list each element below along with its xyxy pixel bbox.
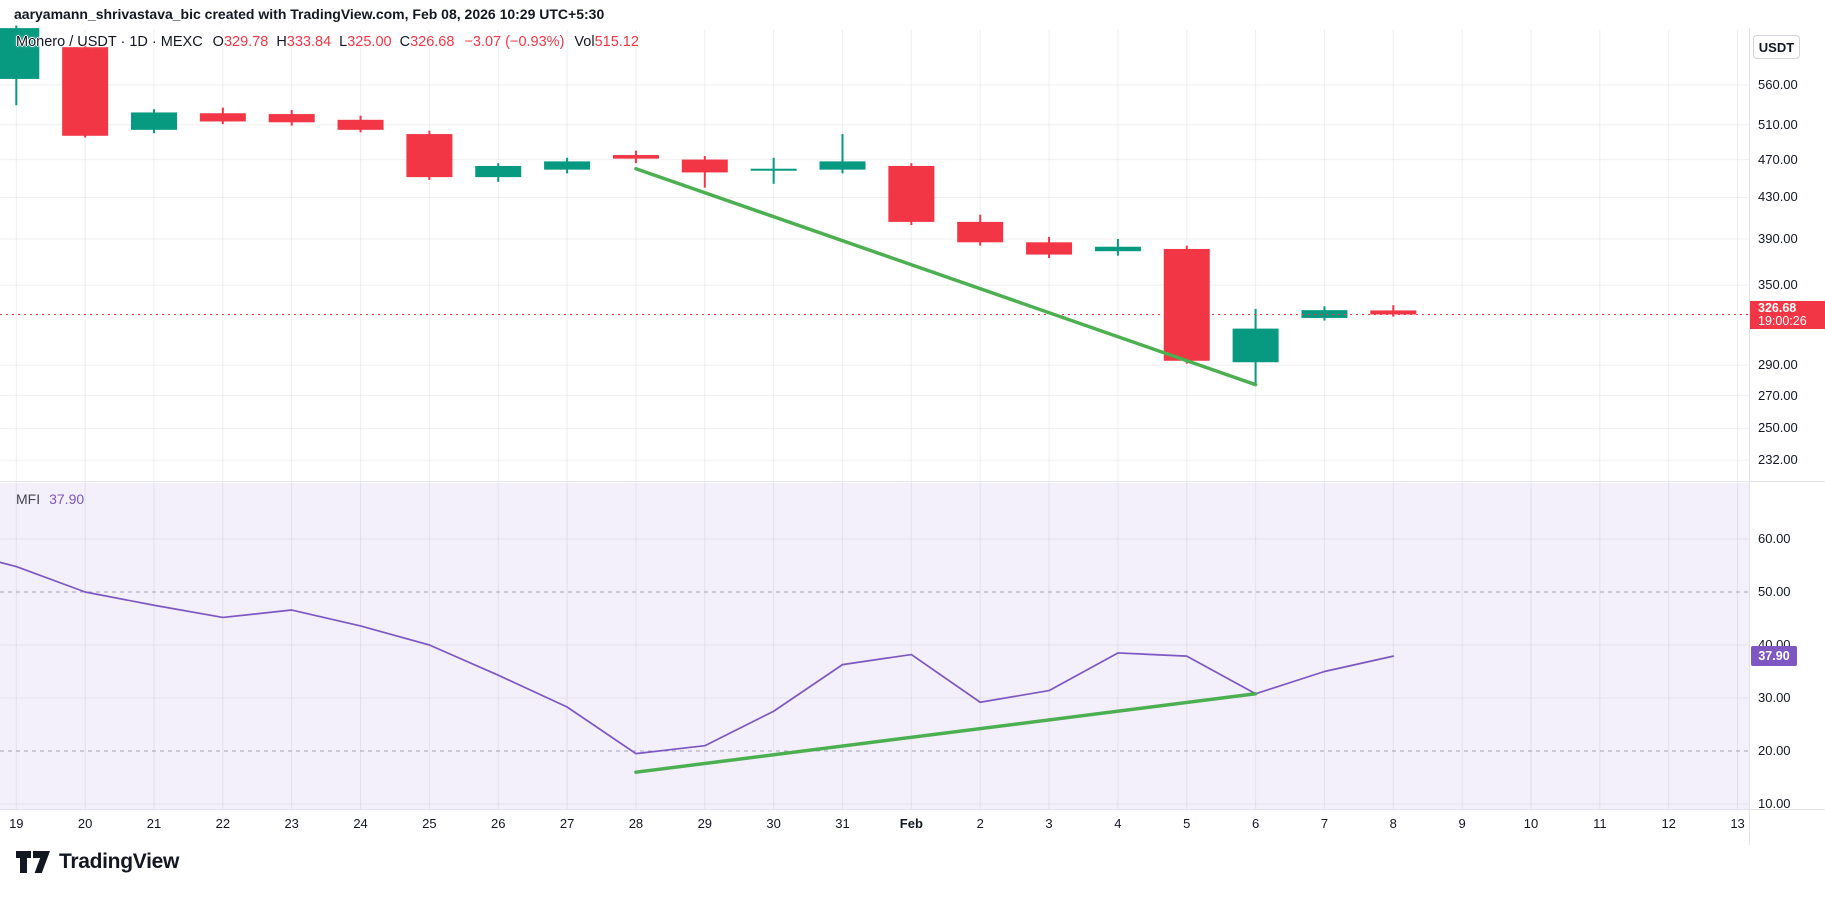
- mfi-pane-background: [0, 483, 1749, 809]
- time-axis-label: 4: [1114, 816, 1122, 831]
- time-axis-label: 27: [559, 816, 575, 831]
- time-axis-label: 8: [1389, 816, 1397, 831]
- time-axis-label: 12: [1661, 816, 1676, 831]
- price-axis-label: 290.00: [1758, 357, 1798, 373]
- mfi-axis-label: 50.00: [1758, 584, 1791, 599]
- candle-body: [475, 165, 522, 178]
- time-axis-label: 7: [1320, 816, 1329, 831]
- time-axis-label: 3: [1045, 816, 1053, 831]
- price-axis-label: 232.00: [1758, 452, 1798, 468]
- candle-body: [1370, 310, 1417, 315]
- time-axis-label: 25: [422, 816, 437, 831]
- candle-body: [199, 113, 246, 122]
- mfi-axis-label: 10.00: [1758, 796, 1791, 811]
- time-axis-label: 20: [77, 816, 93, 831]
- time-axis-label: 24: [353, 816, 368, 831]
- mfi-indicator-value: 37.90: [49, 491, 85, 507]
- last-price-value: 326.68: [1758, 300, 1797, 315]
- time-axis-label: 28: [628, 816, 644, 831]
- candle-body: [1163, 248, 1210, 361]
- change-value: −3.07 (−0.93%): [464, 34, 565, 50]
- candle-body: [544, 161, 591, 170]
- price-axis[interactable]: 560.00 510.00 470.00 430.00 390.00 350.00 290.…: [1750, 0, 1825, 845]
- open-value: 329.78: [223, 34, 269, 50]
- time-axis-label: 22: [215, 816, 231, 831]
- time-axis-label: 29: [697, 816, 713, 831]
- mfi-axis-label: 20.00: [1758, 743, 1791, 758]
- symbol-title[interactable]: Monero / USDT · 1D · MEXC: [16, 34, 203, 50]
- candle-body: [612, 155, 659, 159]
- price-axis-label: 430.00: [1758, 189, 1798, 205]
- candle-body: [1232, 328, 1279, 363]
- candle-body: [406, 134, 453, 178]
- mfi-indicator-label[interactable]: MFI: [16, 491, 41, 507]
- candle-body: [1026, 242, 1073, 255]
- price-axis-label: 270.00: [1758, 387, 1798, 403]
- time-axis-label: 11: [1593, 816, 1607, 831]
- candle-body: [750, 168, 797, 171]
- candle-body: [957, 221, 1004, 243]
- time-axis[interactable]: 19 20 21 22 23 24 25 26 27 28 29 30 31 Feb 2 3 4 5 6 7 8 9 10 1…: [0, 810, 1749, 844]
- chart-legend: Monero / USDT · 1D · MEXC O329.78 H333.84 L…: [16, 34, 647, 50]
- currency-toggle-button[interactable]: USDT: [1753, 35, 1800, 59]
- tradingview-logo-icon: [16, 851, 50, 873]
- candle-body: [0, 28, 40, 79]
- time-axis-label: 19: [9, 816, 24, 831]
- candle-body: [819, 161, 866, 170]
- candle-body: [62, 47, 109, 136]
- time-axis-label: Feb: [899, 816, 923, 831]
- high-label: H: [276, 34, 287, 50]
- time-axis-label: 6: [1251, 816, 1260, 831]
- candle-body: [1094, 246, 1141, 252]
- close-label: C: [399, 34, 411, 50]
- mfi-axis-label: 30.00: [1758, 690, 1791, 705]
- volume-value: 515.12: [594, 34, 639, 50]
- candle-body: [888, 165, 935, 222]
- time-axis-label: 2: [976, 816, 984, 831]
- last-price-badge: 326.68 19:00:26: [1750, 300, 1825, 330]
- high-value: 333.84: [286, 34, 332, 50]
- tradingview-logo-text: TradingView: [59, 850, 180, 873]
- close-value: 326.68: [410, 34, 455, 50]
- time-axis-label: 9: [1458, 816, 1466, 831]
- candle-body: [1301, 310, 1348, 318]
- mfi-value-badge: 37.90: [1751, 646, 1797, 667]
- price-axis-label: 510.00: [1758, 116, 1798, 132]
- time-axis-label: 5: [1183, 816, 1191, 831]
- mfi-axis-label: 60.00: [1758, 531, 1791, 546]
- mfi-trendline[interactable]: [634, 692, 1258, 774]
- time-axis-label: 23: [284, 816, 299, 831]
- candle-body: [131, 112, 177, 130]
- time-axis-label: 30: [766, 816, 781, 831]
- candle-body: [268, 114, 315, 123]
- price-axis-label: 560.00: [1758, 76, 1798, 92]
- time-axis-label: 26: [491, 816, 506, 831]
- low-value: 325.00: [347, 34, 392, 50]
- price-axis-label: 250.00: [1758, 420, 1798, 436]
- price-trendline[interactable]: [634, 166, 1258, 387]
- attribution-text: aaryamann_shrivastava_bic created with T…: [14, 6, 605, 22]
- time-axis-label: 10: [1523, 816, 1539, 831]
- price-axis-label: 470.00: [1758, 151, 1798, 167]
- time-axis-label: 21: [146, 816, 162, 831]
- candle-body: [681, 159, 728, 173]
- countdown-timer: 19:00:26: [1758, 314, 1807, 329]
- tradingview-logo[interactable]: TradingView: [16, 850, 179, 874]
- volume-label: Vol: [574, 34, 595, 50]
- low-label: L: [339, 34, 348, 50]
- mfi-legend: MFI 37.90: [16, 491, 84, 507]
- mfi-line: [0, 561, 1395, 755]
- price-axis-label: 390.00: [1758, 231, 1798, 246]
- time-axis-label: 31: [835, 816, 850, 831]
- time-axis-label: 13: [1730, 816, 1745, 831]
- open-label: O: [212, 34, 224, 50]
- price-axis-label: 350.00: [1758, 277, 1798, 293]
- candle-body: [337, 119, 384, 130]
